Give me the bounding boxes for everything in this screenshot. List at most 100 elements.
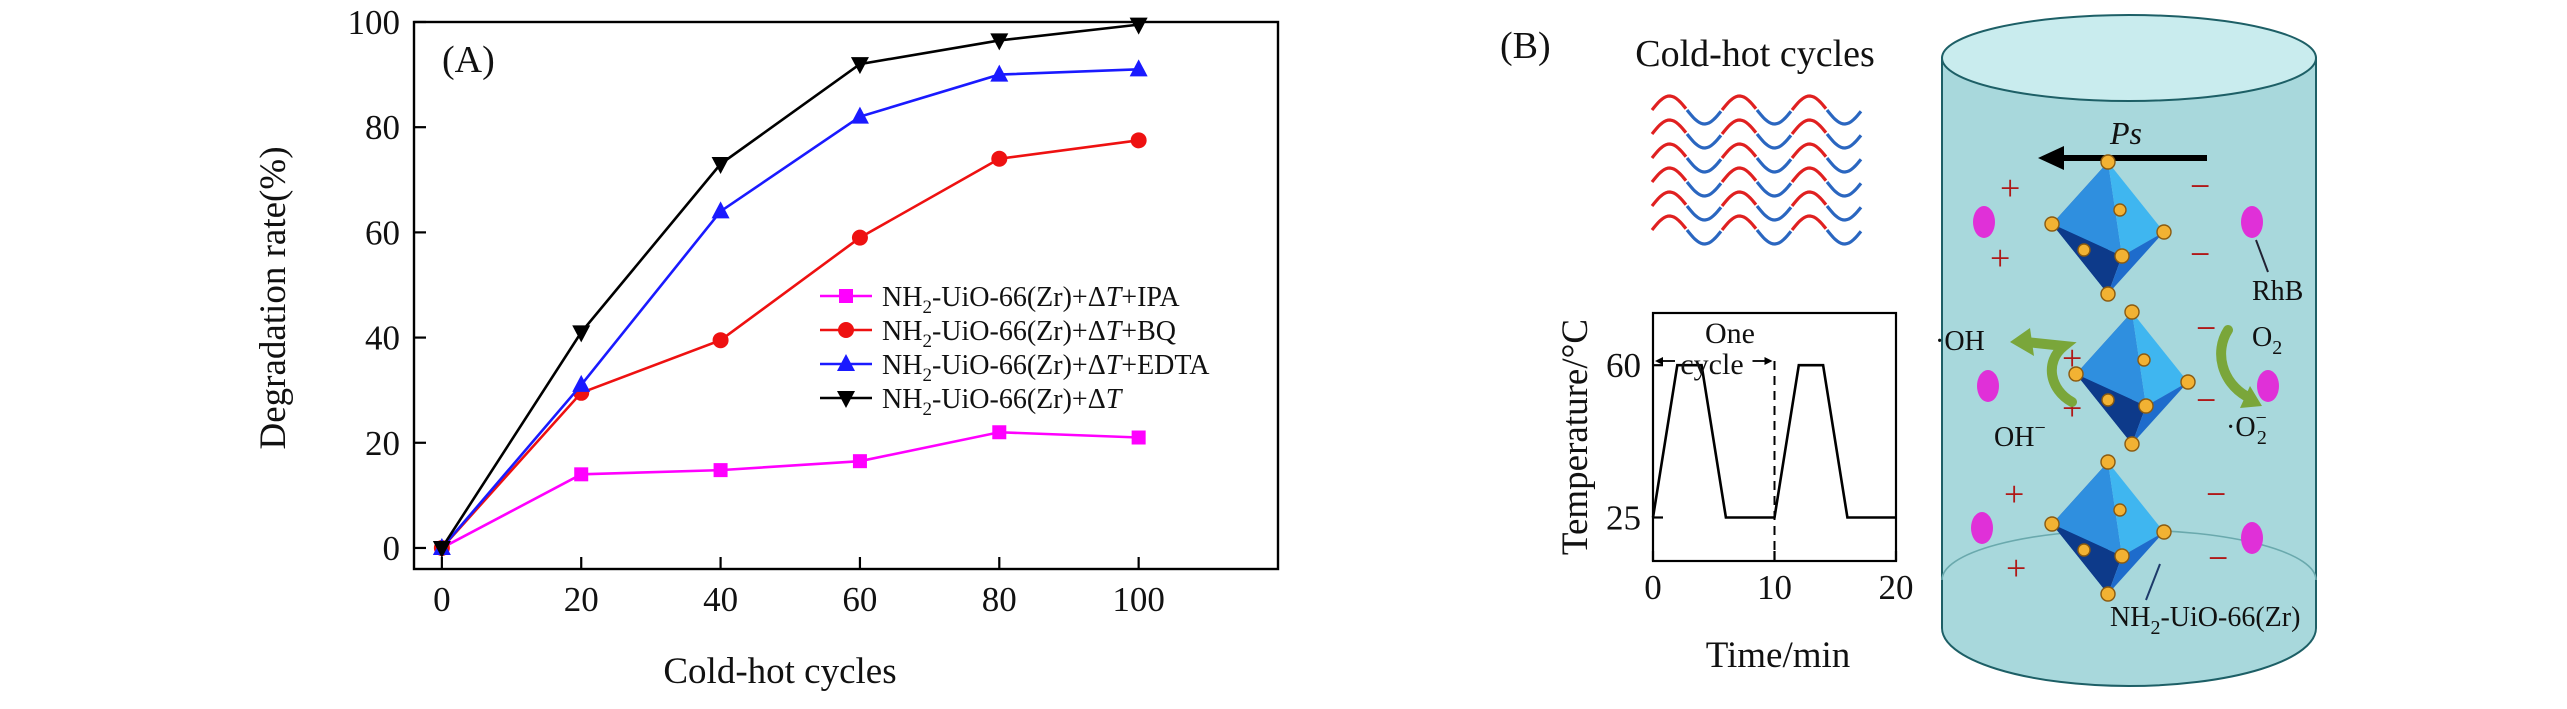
- data-point: [850, 57, 869, 75]
- series-0: [434, 425, 1146, 555]
- hydroxide-label: OH−: [1994, 417, 2046, 453]
- series-line: [440, 139, 1139, 549]
- temperature-cycle-chart: 0 10 20 25 60 One cycle Time/min Temperature…: [1555, 311, 1914, 676]
- wave-segment: [1685, 109, 1723, 126]
- series-3: [432, 17, 1148, 558]
- plus-charge: +: [2004, 474, 2024, 514]
- oxygen-label: O2: [2252, 322, 2282, 359]
- cycle-annotation-line1: One: [1705, 317, 1755, 350]
- polarization-arrowhead-icon: [2038, 146, 2064, 170]
- wave-segment: [1790, 94, 1828, 111]
- x-tick-label: 20: [564, 580, 599, 619]
- data-point: [572, 325, 591, 343]
- ps-label: Ps: [2109, 115, 2142, 151]
- data-point: [852, 454, 867, 469]
- rhb-dye-molecule: [1971, 512, 1993, 544]
- reactor-schematic: Ps: [1935, 14, 2317, 687]
- legend: NH2-UiO-66(Zr)+ΔT+IPANH2-UiO-66(Zr)+ΔT+B…: [820, 282, 1210, 420]
- legend-marker: [839, 289, 853, 303]
- data-point: [991, 150, 1008, 167]
- data-point: [712, 332, 729, 349]
- arrow-right-icon: [1764, 357, 1773, 365]
- octahedron-middle: [2068, 304, 2196, 452]
- x-tick-label: 80: [982, 580, 1017, 619]
- plus-charge: +: [1990, 238, 2010, 278]
- arrow-left-icon: [1655, 357, 1663, 365]
- y-tick-label: 0: [383, 529, 401, 568]
- wave-segment: [1825, 229, 1863, 246]
- data-point: [990, 33, 1009, 51]
- legend-label: NH2-UiO-66(Zr)+ΔT: [882, 384, 1124, 420]
- legend-entry: NH2-UiO-66(Zr)+ΔT+BQ: [820, 316, 1176, 352]
- catalyst-label: NH2-UiO-66(Zr): [2110, 602, 2300, 639]
- series-line: [440, 68, 1139, 549]
- legend-label: NH2-UiO-66(Zr)+ΔT+IPA: [882, 282, 1180, 318]
- wave-segment: [1650, 118, 1688, 135]
- wave-segment: [1685, 157, 1723, 174]
- octahedron-bottom: [2044, 454, 2172, 602]
- cycle-axis-ticks: 0 10 20 25 60: [1606, 346, 1914, 607]
- y-tick-label: 60: [365, 213, 400, 252]
- rhb-dye-molecule: [2241, 206, 2263, 238]
- wave-segment: [1790, 166, 1828, 183]
- hydroxyl-radical-label: ·OH: [1935, 326, 1985, 357]
- plot-frame: [412, 20, 1280, 571]
- data-point: [711, 157, 730, 175]
- wave-segment: [1825, 205, 1863, 222]
- data-point: [1130, 132, 1147, 149]
- data-point: [1129, 17, 1148, 35]
- data-point: [992, 425, 1007, 440]
- data-point: [713, 463, 728, 478]
- wave-segment: [1720, 94, 1758, 111]
- x-tick-label: 0: [433, 580, 451, 619]
- wave-segment: [1650, 94, 1688, 111]
- y-axis-title: Degradation rate(%): [253, 146, 294, 449]
- wave-segment: [1755, 229, 1793, 246]
- wave-segment: [1720, 118, 1758, 135]
- wave-segment: [1720, 214, 1758, 231]
- y-tick-label: 100: [348, 3, 401, 42]
- waves-title: Cold-hot cycles: [1635, 33, 1875, 75]
- oxidation-arrowhead-icon: [2010, 328, 2034, 356]
- catalyst-pointer: [2145, 563, 2161, 601]
- data-point: [1129, 59, 1148, 77]
- oxidation-arrow: [2021, 337, 2077, 407]
- data-point: [990, 64, 1009, 82]
- minus-charge: −: [2190, 234, 2210, 274]
- wave-segment: [1825, 133, 1863, 150]
- wave-segment: [1650, 166, 1688, 183]
- mechanism-panel: (B) Cold-hot cycles 0 10 20 25 60 One cycle …: [1500, 14, 2317, 687]
- cycle-y-title: Temperature/°C: [1555, 319, 1596, 555]
- wave-segment: [1685, 229, 1723, 246]
- degradation-chart: 0 20 40 60 80 100 0 20 40 60 80 100 (A) Cold-hot cy…: [253, 3, 1280, 692]
- data-point: [574, 467, 589, 482]
- cycle-annotation-line2: cycle: [1680, 348, 1743, 381]
- plus-charge: +: [2000, 168, 2020, 208]
- panel-b-label: (B): [1500, 25, 1551, 67]
- wave-segment: [1720, 190, 1758, 207]
- wave-segment: [1685, 181, 1723, 198]
- y-tick-label: 40: [365, 319, 400, 358]
- wave-segment: [1755, 181, 1793, 198]
- wave-segment: [1720, 166, 1758, 183]
- rhb-label: RhB: [2252, 276, 2303, 307]
- legend-marker: [838, 322, 854, 338]
- cycle-x-title: Time/min: [1706, 635, 1851, 676]
- cycle-x-tick-label: 20: [1879, 568, 1914, 607]
- cycle-x-tick-label: 10: [1757, 568, 1792, 607]
- cycle-y-tick-label: 60: [1606, 346, 1641, 385]
- wave-segment: [1685, 133, 1723, 150]
- wave-segment: [1825, 109, 1863, 126]
- x-tick-label: 60: [842, 580, 877, 619]
- x-tick-label: 40: [703, 580, 738, 619]
- minus-charge: −: [2196, 380, 2216, 420]
- rhb-dye-molecule: [1977, 370, 1999, 402]
- wave-segment: [1790, 190, 1828, 207]
- minus-charge: −: [2206, 474, 2226, 514]
- rhb-dye-molecule: [1973, 206, 1995, 238]
- wave-segment: [1650, 214, 1688, 231]
- wave-segment: [1825, 157, 1863, 174]
- rhb-pointer: [2255, 239, 2269, 273]
- y-tick-label: 20: [365, 424, 400, 463]
